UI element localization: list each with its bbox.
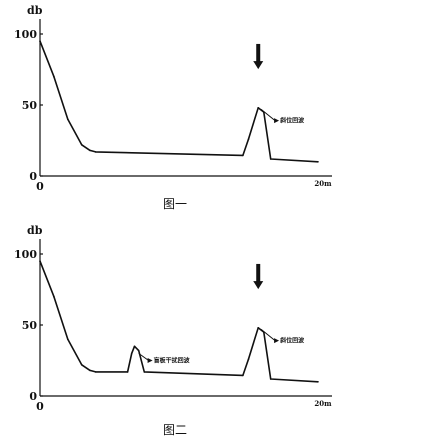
echo-trace-point	[53, 295, 55, 298]
echo-trace-point	[130, 352, 133, 355]
y-tick-label-50: 50	[22, 99, 38, 112]
echo-trace-point	[257, 327, 260, 329]
echo-trace-point	[39, 260, 41, 262]
annotation-label: 斜位回波	[279, 337, 305, 345]
annotation-label: 盲板干扰回波	[154, 357, 191, 365]
echo-trace-point	[80, 144, 83, 146]
echo-trace-point	[94, 371, 97, 373]
echo-trace-point	[247, 138, 250, 140]
echo-trace-point	[133, 345, 136, 348]
y-tick-label-100: 100	[14, 248, 37, 261]
down-arrow-head-icon	[253, 281, 264, 290]
annotation-arrowhead-icon	[274, 118, 280, 124]
y-axis-unit-label: db	[27, 4, 43, 17]
echo-trace-point	[53, 75, 55, 78]
x-tick-label-20m: 20m	[314, 179, 332, 188]
echo-trace-point	[242, 374, 244, 377]
echo-trace-point	[89, 369, 91, 372]
echo-trace-point	[269, 158, 272, 160]
down-arrow-head-icon	[253, 61, 264, 70]
echo-trace-point	[143, 371, 146, 373]
annotation-label: 斜位回波	[279, 117, 305, 125]
x-tick-label-20m: 20m	[314, 399, 332, 408]
echo-trace-point	[317, 161, 319, 163]
figure-caption: 图二	[163, 423, 187, 437]
echo-trace-point	[269, 378, 272, 380]
echo-trace-point	[257, 107, 260, 109]
y-tick-label-0: 0	[29, 170, 37, 183]
echo-trace-point	[242, 154, 244, 157]
y-tick-label-50: 50	[22, 319, 38, 332]
echo-trace-point	[39, 40, 41, 42]
down-arrow-icon	[256, 43, 261, 63]
annotation-arrowhead-icon	[274, 338, 280, 344]
echo-trace-point	[126, 371, 129, 373]
annotation-pointer-line	[260, 108, 276, 122]
echo-trace-point	[89, 149, 91, 152]
annotation-arrowhead-icon	[147, 358, 153, 363]
echo-trace-point	[67, 338, 69, 341]
annotation-pointer-line	[138, 352, 149, 361]
echo-trace-point	[137, 349, 140, 352]
y-axis-unit-label: db	[27, 224, 43, 237]
down-arrow-icon	[256, 263, 261, 283]
x-tick-label-0: 0	[36, 180, 44, 193]
echo-trace-point	[247, 358, 250, 360]
echo-trace-line	[39, 40, 319, 163]
echo-trace-point	[67, 118, 69, 120]
y-tick-label-0: 0	[29, 390, 37, 403]
echo-trace-point	[94, 151, 97, 153]
figure-caption: 图一	[163, 197, 187, 211]
y-tick-label-100: 100	[14, 28, 37, 41]
x-tick-label-0: 0	[36, 400, 44, 413]
echo-trace-point	[80, 364, 83, 366]
echo-trace-point	[317, 381, 319, 383]
annotation-pointer-line	[260, 328, 276, 342]
